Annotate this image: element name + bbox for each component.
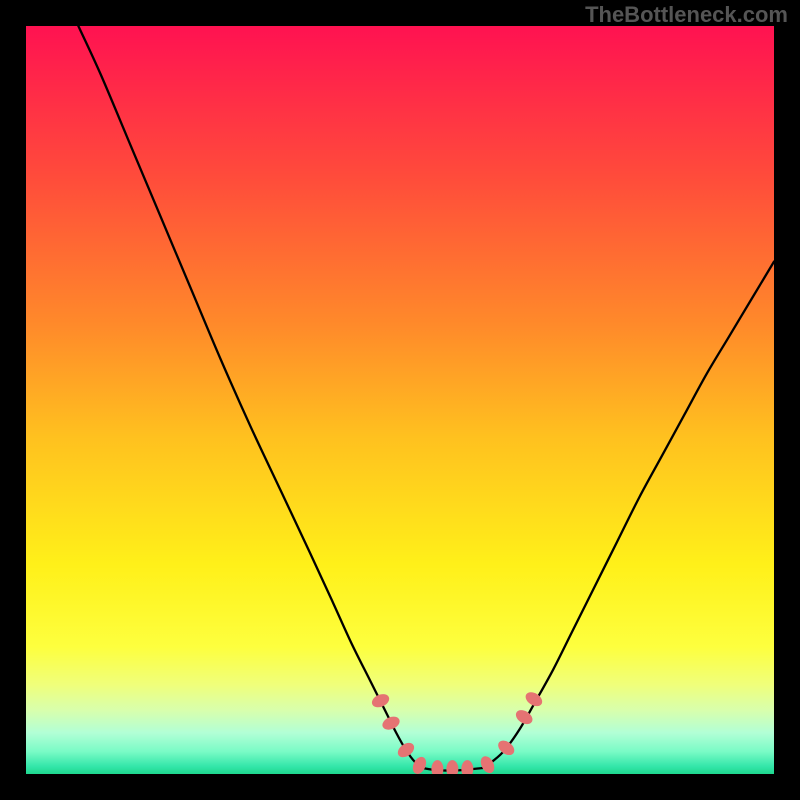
plot-svg xyxy=(26,26,774,774)
gradient-background xyxy=(26,26,774,774)
chart-canvas: TheBottleneck.com xyxy=(0,0,800,800)
plot-area xyxy=(26,26,774,774)
watermark-text: TheBottleneck.com xyxy=(585,2,788,28)
